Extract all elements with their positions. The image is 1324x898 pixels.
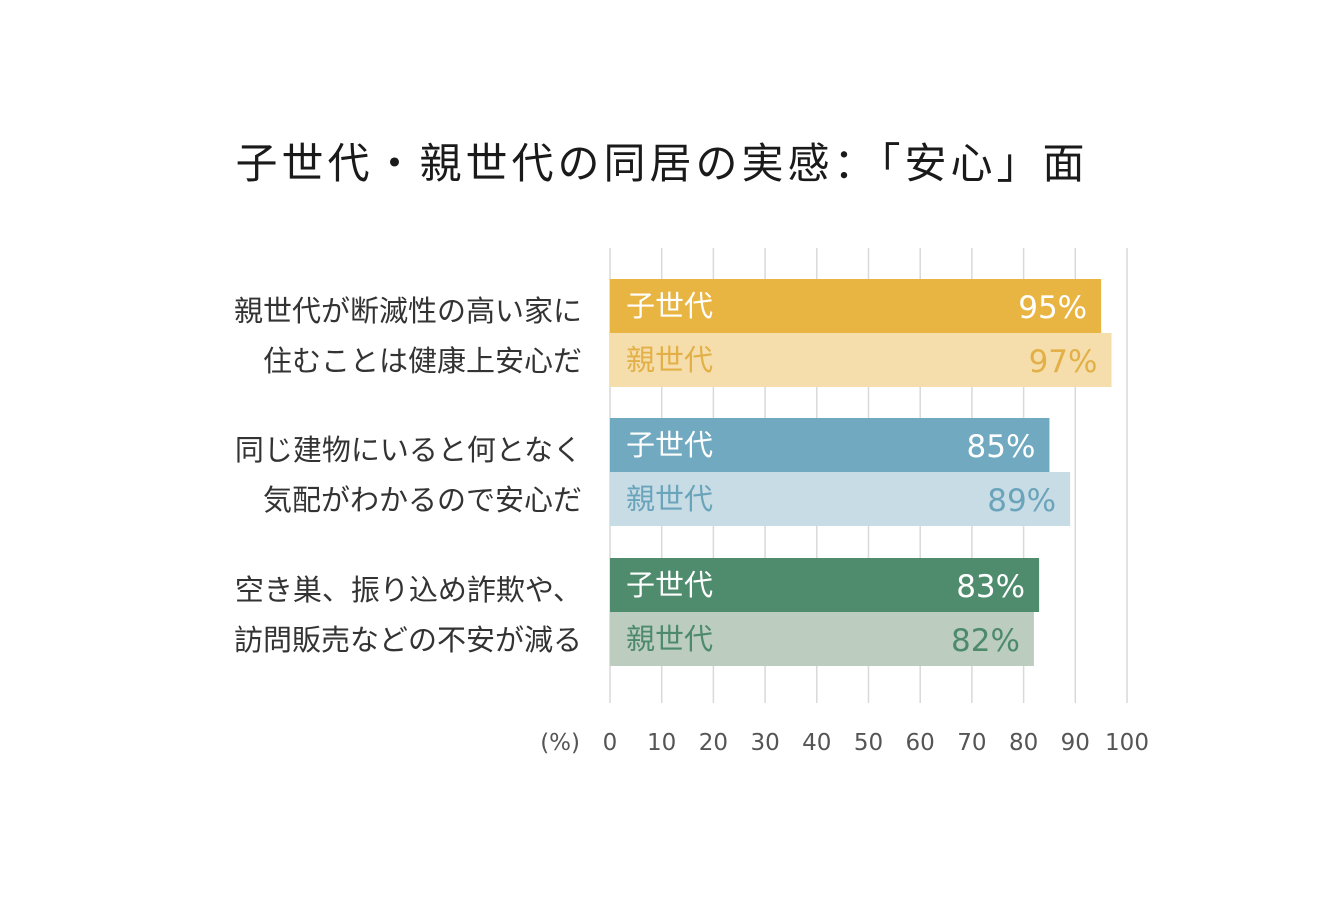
x-tick-label: 20 [699,730,728,756]
bar-series-label: 親世代 [626,343,713,377]
bar-value-label: 97% [1029,344,1098,380]
bar-series-label: 子世代 [626,568,713,602]
bar-value-label: 95% [1018,290,1087,326]
bar [610,279,1102,333]
category-label: 住むことは健康上安心だ [263,344,582,378]
bar-value-label: 82% [951,623,1020,659]
category-label: 空き巣、振り込め詐欺や、 [235,573,582,607]
x-tick-label: 100 [1105,730,1149,756]
bar [610,333,1112,387]
bar-series-label: 親世代 [626,482,713,516]
category-label: 気配がわかるので安心だ [263,483,582,517]
category-label: 訪問販売などの不安が減る [234,623,582,657]
x-tick-label: 90 [1061,730,1090,756]
axis-unit-label: (%) [540,730,580,756]
x-tick-label: 40 [802,730,831,756]
chart-title: 子世代・親世代の同居の実感：「安心」面 [235,139,1088,188]
bar [610,472,1071,526]
x-tick-label: 0 [603,730,618,756]
bar [610,418,1050,472]
x-tick-label: 50 [854,730,883,756]
x-axis-ticks: (%) 0 10 20 30 40 50 60 70 80 90 100 [540,730,1149,756]
x-tick-label: 10 [647,730,676,756]
x-tick-label: 30 [750,730,779,756]
x-tick-label: 70 [957,730,986,756]
bar [610,612,1034,666]
bars: 子世代 95% 親世代 97% 子世代 85% 親世代 89% 子世代 83% 親世代 82% [610,279,1112,666]
bar-series-label: 親世代 [626,622,713,656]
x-tick-label: 80 [1009,730,1038,756]
category-label: 同じ建物にいると何となく [235,433,582,467]
bar [610,558,1040,612]
bar-series-label: 子世代 [626,428,713,462]
bar-series-label: 子世代 [626,289,713,323]
bar-value-label: 89% [987,483,1056,519]
bar-value-label: 85% [967,429,1036,465]
category-label: 親世代が断滅性の高い家に [234,294,582,328]
x-tick-label: 60 [906,730,935,756]
category-labels: 親世代が断滅性の高い家に住むことは健康上安心だ同じ建物にいると何となく気配がわか… [234,294,582,657]
bar-value-label: 83% [956,569,1025,605]
